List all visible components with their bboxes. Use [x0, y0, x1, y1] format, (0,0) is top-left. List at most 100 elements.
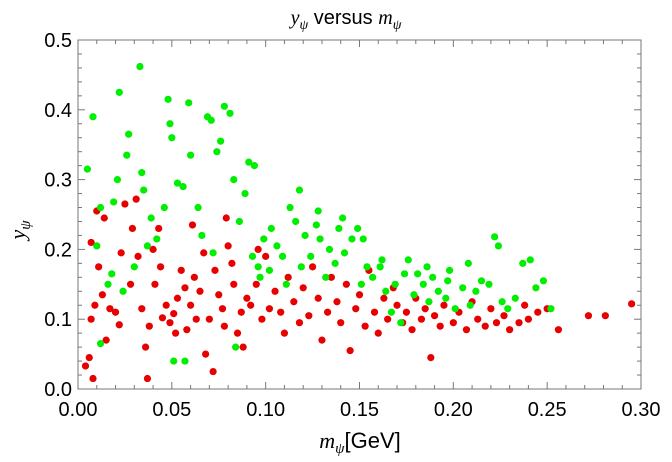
green-point	[115, 88, 123, 96]
green-point	[104, 280, 112, 288]
green-point	[547, 305, 555, 313]
red-point	[155, 224, 163, 233]
red-point	[252, 280, 260, 288]
plot-frame	[77, 39, 642, 390]
title-var-y: y	[289, 7, 300, 29]
red-point	[554, 326, 563, 334]
red-point	[355, 291, 364, 299]
red-point	[462, 326, 471, 334]
red-point	[427, 353, 435, 362]
green-point	[325, 245, 334, 253]
red-point	[81, 362, 90, 370]
ylabel-sub: ψ	[18, 220, 34, 230]
red-point	[190, 273, 198, 281]
red-point	[584, 312, 593, 320]
x-tick-label: 0.25	[528, 399, 567, 421]
green-point	[136, 62, 144, 71]
green-point	[485, 280, 493, 288]
green-point	[96, 340, 105, 348]
green-point	[153, 235, 161, 243]
x-tick-label: 0.15	[340, 399, 379, 421]
red-point	[87, 315, 95, 323]
green-point	[235, 217, 243, 226]
red-point	[183, 326, 191, 334]
red-point	[228, 259, 236, 267]
red-point	[202, 350, 210, 358]
red-point	[299, 284, 307, 292]
green-point	[220, 102, 228, 110]
red-point	[314, 294, 322, 302]
green-point	[442, 294, 450, 302]
red-point	[265, 305, 274, 313]
red-point	[126, 280, 135, 288]
green-point	[93, 242, 101, 250]
red-point	[327, 273, 335, 281]
green-point	[278, 252, 287, 260]
green-point	[140, 186, 148, 194]
red-point	[233, 329, 242, 337]
red-point	[333, 298, 341, 306]
green-point	[173, 179, 182, 187]
chart-title-text: yψ versus mψ	[289, 7, 402, 33]
green-point	[185, 99, 193, 107]
green-point	[179, 182, 187, 191]
green-point	[410, 291, 418, 299]
y-tick-label: 0.3	[44, 170, 72, 192]
green-point	[414, 270, 422, 278]
red-point	[271, 287, 279, 295]
red-point	[481, 322, 489, 330]
red-point	[374, 329, 382, 337]
red-point	[187, 301, 195, 309]
red-point	[100, 214, 108, 222]
title-versus: versus	[308, 7, 378, 29]
green-point	[181, 357, 189, 365]
red-point	[218, 305, 227, 313]
green-point	[511, 294, 519, 302]
x-tick-label: 0.10	[246, 399, 285, 421]
red-point	[421, 305, 429, 313]
red-point	[492, 319, 501, 327]
green-point	[83, 165, 91, 173]
red-point	[474, 315, 482, 323]
green-point	[425, 298, 433, 306]
green-point	[451, 305, 459, 313]
red-point	[166, 319, 174, 327]
green-point	[143, 242, 152, 250]
y-tick-label: 0.0	[44, 379, 72, 401]
y-axis-label: yψ	[5, 220, 34, 242]
red-point	[352, 305, 360, 313]
green-point	[348, 235, 356, 243]
title-sub-psi: ψ	[300, 18, 309, 33]
green-point	[494, 242, 502, 250]
green-point	[89, 113, 97, 121]
red-point	[192, 315, 200, 323]
red-point	[254, 245, 262, 253]
green-point	[340, 249, 349, 257]
red-point	[440, 301, 448, 309]
red-point	[417, 315, 426, 323]
green-point	[273, 242, 281, 250]
green-point	[472, 287, 480, 295]
red-point	[95, 263, 103, 271]
red-point	[524, 315, 533, 323]
red-point	[628, 300, 636, 308]
green-point	[532, 284, 540, 292]
green-point	[526, 256, 534, 264]
red-point	[158, 314, 167, 322]
x-tick-label: 0.00	[59, 399, 98, 421]
green-point	[130, 263, 138, 271]
green-point	[147, 214, 155, 222]
green-point	[382, 287, 390, 295]
red-point	[205, 315, 213, 323]
red-point	[384, 315, 392, 323]
red-point	[521, 301, 529, 309]
green-point	[423, 263, 431, 271]
green-point	[376, 263, 384, 271]
green-point	[166, 120, 174, 128]
green-point	[354, 224, 362, 233]
red-point	[89, 374, 97, 383]
red-point	[85, 353, 93, 362]
green-point	[241, 189, 249, 198]
red-point	[170, 310, 178, 318]
green-point	[459, 284, 467, 292]
